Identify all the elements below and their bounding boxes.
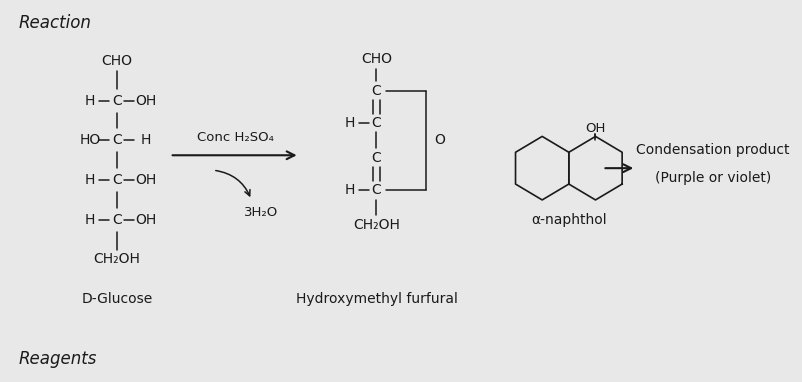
Text: Hydroxymethyl furfural: Hydroxymethyl furfural [295, 292, 457, 306]
Text: (Purple or violet): (Purple or violet) [654, 171, 770, 185]
Text: OH: OH [585, 122, 605, 135]
Text: OH: OH [135, 94, 156, 108]
Text: Reaction: Reaction [18, 14, 91, 32]
Text: CHO: CHO [101, 54, 132, 68]
Text: H: H [344, 115, 354, 129]
Text: α-naphthol: α-naphthol [530, 213, 606, 227]
Text: H: H [140, 133, 151, 147]
Text: H: H [84, 173, 95, 187]
Text: OH: OH [135, 173, 156, 187]
Text: H: H [344, 183, 354, 197]
Text: OH: OH [135, 213, 156, 227]
FancyArrowPatch shape [216, 170, 249, 196]
Text: O: O [434, 133, 445, 147]
Text: CH₂OH: CH₂OH [93, 253, 140, 267]
Text: H: H [84, 213, 95, 227]
Text: C: C [371, 84, 381, 98]
Text: Reagents: Reagents [18, 350, 97, 368]
Text: C: C [111, 173, 122, 187]
Text: Conc H₂SO₄: Conc H₂SO₄ [196, 131, 273, 144]
Text: D-Glucose: D-Glucose [81, 292, 152, 306]
Text: C: C [111, 94, 122, 108]
Text: Condensation product: Condensation product [635, 143, 789, 157]
Text: HO: HO [79, 133, 100, 147]
Text: H: H [84, 94, 95, 108]
Text: 3H₂O: 3H₂O [244, 206, 277, 219]
Text: CHO: CHO [361, 52, 391, 66]
Text: C: C [371, 115, 381, 129]
Text: CH₂OH: CH₂OH [353, 218, 399, 232]
Text: C: C [371, 183, 381, 197]
Text: C: C [371, 151, 381, 165]
Text: C: C [111, 213, 122, 227]
Text: C: C [111, 133, 122, 147]
